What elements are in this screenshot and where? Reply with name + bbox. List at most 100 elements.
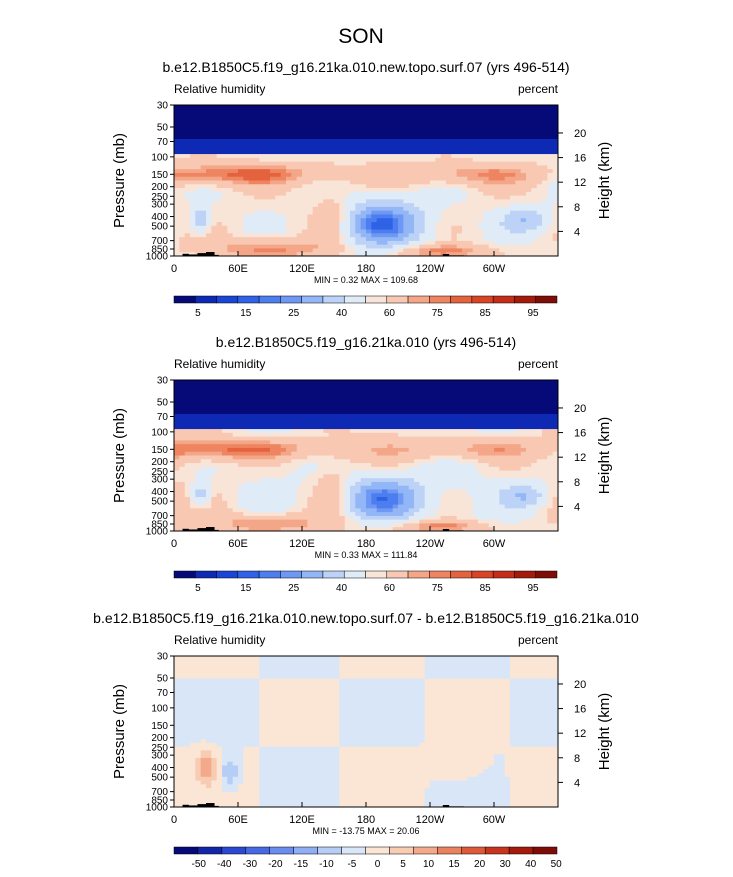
field-cell [446,184,452,188]
field-cell [473,425,479,429]
field-cell [339,233,345,237]
field-cell [382,199,388,203]
field-cell [425,452,431,456]
field-cell [542,452,548,456]
field-cell [329,109,335,113]
field-cell [515,120,521,124]
field-cell [430,433,436,437]
field-cell [227,207,233,211]
field-cell [473,380,479,384]
field-cell [521,177,527,181]
field-cell [505,131,511,135]
field-cell [505,463,511,467]
field-cell [515,222,521,226]
field-cell [190,388,196,392]
field-cell [270,124,276,128]
field-cell [355,214,361,218]
field-cell [377,384,383,388]
field-cell [494,245,500,249]
field-cell [297,177,303,181]
field-cell [211,429,217,433]
field-cell [425,410,431,414]
colorbar-swatch [174,296,195,303]
field-cell [393,226,399,230]
field-cell [281,384,287,388]
field-cell [222,241,228,245]
field-cell [307,448,313,452]
field-cell [515,147,521,151]
field-cell [318,399,324,403]
field-cell [206,124,212,128]
field-cell [537,395,543,399]
field-cell [297,471,303,475]
field-cell [185,233,191,237]
field-cell [531,135,537,139]
field-cell [302,120,308,124]
field-cell [457,196,463,200]
field-cell [547,184,553,188]
field-cell [494,165,500,169]
field-cell [233,173,239,177]
field-cell [414,120,420,124]
field-cell [537,248,543,252]
field-cell [254,165,260,169]
field-cell [318,384,324,388]
field-cell [483,147,489,151]
field-cell [398,448,404,452]
field-cell [345,150,351,154]
field-cell [547,418,553,422]
field-cell [451,384,457,388]
field-cell [398,440,404,444]
field-cell [313,158,319,162]
field-cell [547,173,553,177]
field-cell [323,433,329,437]
field-cell [355,211,361,215]
field-cell [174,177,180,181]
field-cell [542,395,548,399]
field-cell [414,192,420,196]
field-cell [457,214,463,218]
field-cell [243,188,249,192]
field-cell [494,444,500,448]
field-cell [462,105,468,109]
field-cell [206,162,212,166]
field-cell [243,422,249,426]
field-cell [291,410,297,414]
field-cell [211,478,217,482]
field-cell [446,471,452,475]
field-cell [339,177,345,181]
field-cell [270,406,276,410]
field-cell [419,459,425,463]
field-cell [457,162,463,166]
field-cell [222,248,228,252]
field-cell [270,399,276,403]
field-cell [515,214,521,218]
field-cell [425,113,431,117]
field-cell [339,459,345,463]
field-cell [201,391,207,395]
field-cell [217,444,223,448]
field-cell [174,158,180,162]
field-cell [361,471,367,475]
field-cell [307,440,313,444]
field-cell [542,131,548,135]
field-cell [430,456,436,460]
field-cell [334,459,340,463]
field-cell [430,437,436,441]
field-cell [457,433,463,437]
field-cell [371,207,377,211]
field-cell [249,113,255,117]
field-cell [355,248,361,252]
field-cell [291,437,297,441]
field-cell [259,410,265,414]
field-cell [441,414,447,418]
field-cell [254,448,260,452]
field-cell [355,384,361,388]
field-cell [174,214,180,218]
field-cell [387,467,393,471]
field-cell [259,165,265,169]
field-cell [345,226,351,230]
field-cell [483,109,489,113]
field-cell [233,113,239,117]
field-cell [430,207,436,211]
